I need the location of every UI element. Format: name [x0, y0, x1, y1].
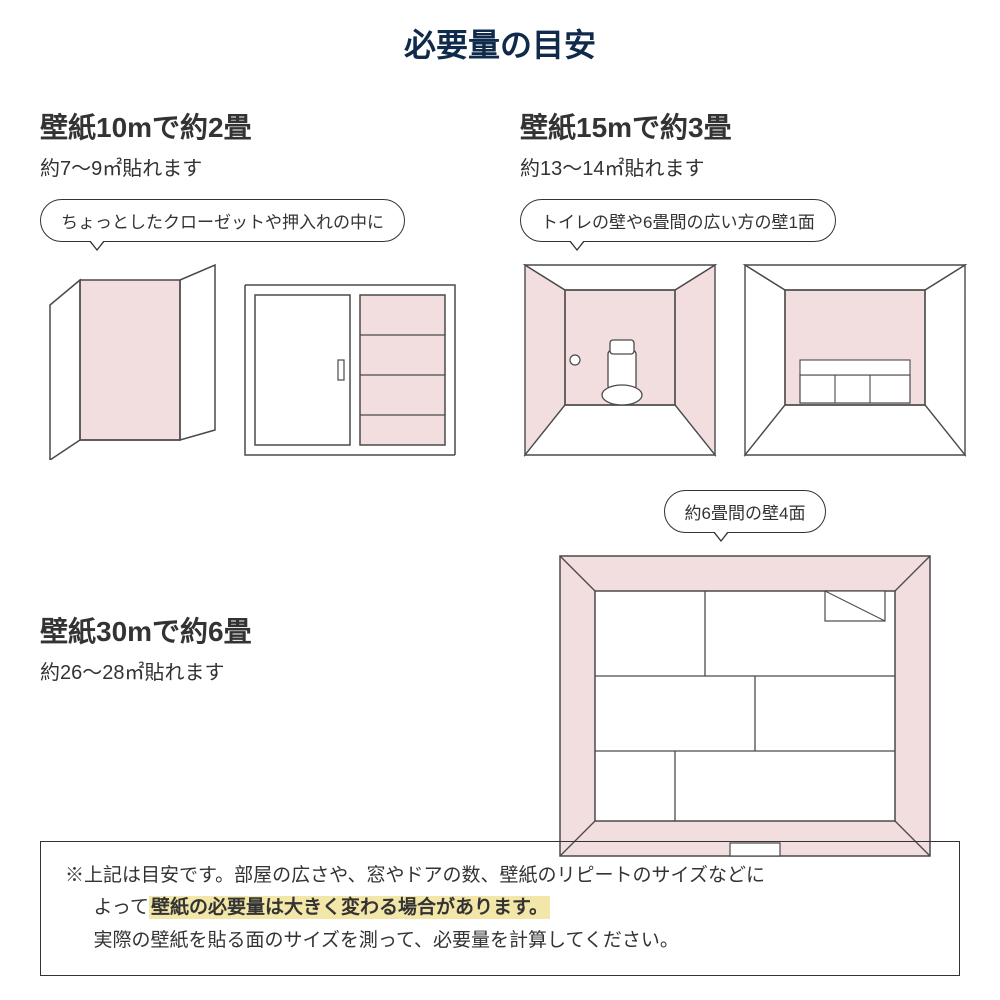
section-30m-diagram: 約6畳間の壁4面	[520, 490, 970, 861]
note-line3: 実際の壁紙を貼る面のサイズを測って、必要量を計算してください。	[65, 925, 935, 957]
page-title: 必要量の目安	[40, 20, 960, 66]
section-10m: 壁紙10mで約2畳 約7～9㎡貼れます ちょっとしたクローゼットや押入れの中に	[40, 106, 460, 460]
bubble-15m: トイレの壁や6畳間の広い方の壁1面	[520, 199, 836, 242]
sub-10m: 約7～9㎡貼れます	[40, 152, 460, 181]
illus-row-15m	[520, 260, 970, 460]
heading-15m: 壁紙15mで約3畳	[520, 106, 970, 146]
heading-10m: 壁紙10mで約2畳	[40, 106, 460, 146]
section-15m: 壁紙15mで約3畳 約13～14㎡貼れます トイレの壁や6畳間の広い方の壁1面	[520, 106, 970, 460]
bubble-10m: ちょっとしたクローゼットや押入れの中に	[40, 199, 405, 242]
note-line1: ※上記は目安です。部屋の広さや、窓やドアの数、壁紙のリピートのサイズなどに	[65, 860, 935, 892]
sub-15m: 約13～14㎡貼れます	[520, 152, 970, 181]
note-highlight: 壁紙の必要量は大きく変わる場合があります。	[149, 896, 550, 919]
room-onewall-icon	[740, 260, 970, 460]
sub-30m: 約26～28㎡貼れます	[40, 656, 460, 685]
floorplan-icon	[555, 551, 935, 861]
bubble-30m: 約6畳間の壁4面	[664, 490, 827, 533]
closet-icon	[40, 260, 220, 460]
note-line2: よって壁紙の必要量は大きく変わる場合があります。	[65, 892, 935, 924]
note-box: ※上記は目安です。部屋の広さや、窓やドアの数、壁紙のリピートのサイズなどに よっ…	[40, 841, 960, 976]
oshiire-icon	[240, 280, 460, 460]
heading-30m: 壁紙30mで約6畳	[40, 610, 460, 650]
note-line3-text: 実際の壁紙を貼る面のサイズを測って、必要量を計算してください。	[94, 930, 679, 951]
sections-grid: 壁紙10mで約2畳 約7～9㎡貼れます ちょっとしたクローゼットや押入れの中に	[40, 106, 960, 861]
section-30m-text: 壁紙30mで約6畳 約26～28㎡貼れます	[40, 490, 460, 861]
note-line2-prefix: よって	[94, 897, 149, 918]
toilet-room-icon	[520, 260, 720, 460]
illus-row-10m	[40, 260, 460, 460]
